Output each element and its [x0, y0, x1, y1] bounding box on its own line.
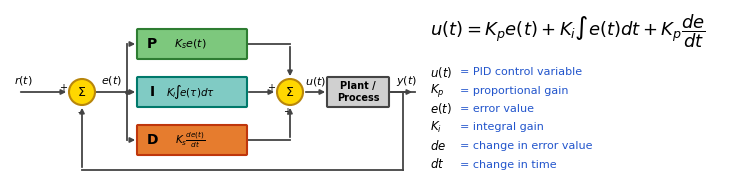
Text: = error value: = error value [460, 104, 534, 114]
Text: $dt$: $dt$ [430, 157, 445, 171]
Text: +: + [267, 83, 275, 93]
FancyBboxPatch shape [137, 125, 247, 155]
Text: $K_i$: $K_i$ [430, 120, 442, 135]
Text: +: + [283, 107, 291, 117]
Text: $de$: $de$ [430, 139, 446, 153]
Text: $e(t)$: $e(t)$ [430, 102, 452, 117]
Text: +: + [59, 83, 67, 93]
Text: $e(t)$: $e(t)$ [100, 74, 122, 87]
FancyBboxPatch shape [137, 77, 247, 107]
Text: $K_s\frac{de(t)}{dt}$: $K_s\frac{de(t)}{dt}$ [175, 130, 206, 150]
Circle shape [69, 79, 95, 105]
Text: $K_s e(t)$: $K_s e(t)$ [174, 37, 206, 51]
Text: = PID control variable: = PID control variable [460, 67, 582, 77]
Text: $r(t)$: $r(t)$ [14, 74, 33, 87]
Text: = change in error value: = change in error value [460, 141, 592, 151]
Text: $K_p$: $K_p$ [430, 82, 445, 99]
Text: $u(t)$: $u(t)$ [305, 75, 326, 88]
FancyBboxPatch shape [137, 29, 247, 59]
Circle shape [277, 79, 303, 105]
Text: I: I [149, 85, 154, 99]
Text: $u(t) = K_p e(t) + K_i \int e(t)dt + K_p \dfrac{de}{dt}$: $u(t) = K_p e(t) + K_i \int e(t)dt + K_p… [430, 12, 706, 50]
Text: $y(t)$: $y(t)$ [396, 74, 417, 88]
Text: D: D [146, 133, 158, 147]
Text: $u(t)$: $u(t)$ [430, 65, 452, 80]
Text: -: - [77, 107, 81, 117]
Text: = integral gain: = integral gain [460, 122, 544, 132]
Text: = proportional gain: = proportional gain [460, 85, 568, 95]
Text: P: P [147, 37, 158, 51]
Text: = change in time: = change in time [460, 159, 556, 169]
Text: $\Sigma$: $\Sigma$ [286, 85, 295, 98]
Text: $K_i\!\int\!e(\tau)d\tau$: $K_i\!\int\!e(\tau)d\tau$ [166, 83, 214, 101]
FancyBboxPatch shape [327, 77, 389, 107]
Text: Plant /
Process: Plant / Process [337, 81, 380, 103]
Text: $\Sigma$: $\Sigma$ [77, 85, 86, 98]
